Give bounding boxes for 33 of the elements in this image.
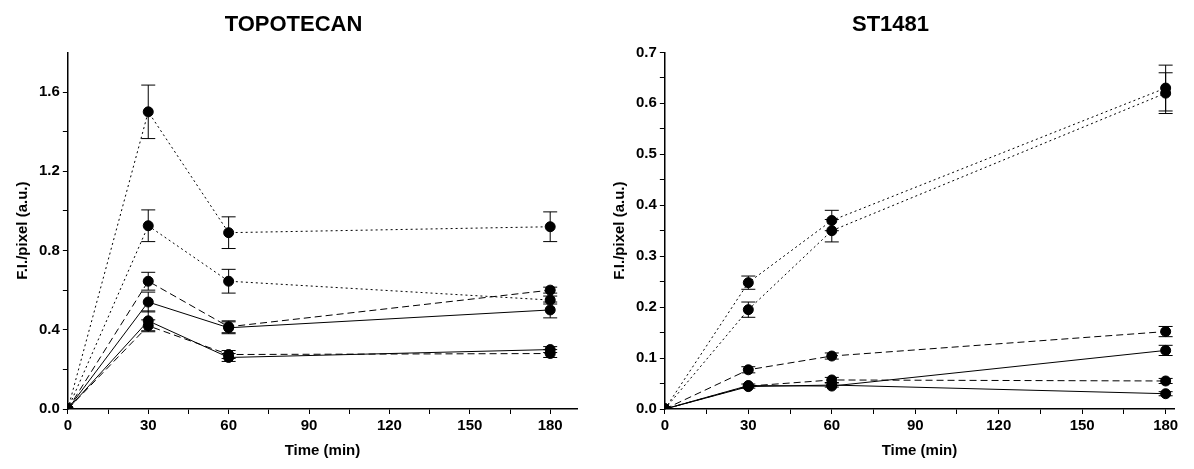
x-tick-label: 0 bbox=[660, 416, 670, 434]
y-tick-label: 0.3 bbox=[635, 246, 657, 264]
x-tick-label: 120 bbox=[986, 416, 1012, 434]
y-tick-label: 0.2 bbox=[635, 297, 657, 315]
x-tick-label: 90 bbox=[906, 416, 924, 434]
y-tick-label: 0.0 bbox=[38, 399, 60, 417]
y-axis-title: F.I./pixel (a.u.) bbox=[610, 181, 628, 280]
x-tick-label: 150 bbox=[457, 416, 483, 434]
x-tick-label: 120 bbox=[376, 416, 402, 434]
x-tick-label: 60 bbox=[220, 416, 237, 434]
x-tick-label: 0 bbox=[63, 416, 73, 434]
y-tick-label: 0.5 bbox=[635, 144, 657, 162]
chart-title: ST1481 bbox=[851, 11, 930, 37]
y-tick-label: 1.6 bbox=[38, 82, 60, 100]
chart-title: TOPOTECAN bbox=[224, 11, 363, 37]
y-tick-label: 0.4 bbox=[38, 319, 61, 337]
y-tick-label: 0.4 bbox=[635, 195, 658, 213]
x-tick-label: 30 bbox=[739, 416, 757, 434]
y-axis-title: F.I./pixel (a.u.) bbox=[13, 181, 31, 280]
x-axis-title: Time (min) bbox=[284, 441, 361, 459]
x-axis-title: Time (min) bbox=[881, 441, 958, 459]
y-tick-label: 0.0 bbox=[635, 399, 657, 417]
y-tick-label: 1.2 bbox=[38, 161, 60, 179]
x-tick-label: 60 bbox=[823, 416, 841, 434]
x-tick-label: 150 bbox=[1069, 416, 1095, 434]
x-tick-label: 180 bbox=[1153, 416, 1179, 434]
y-tick-label: 0.1 bbox=[635, 348, 657, 366]
y-tick-label: 0.6 bbox=[635, 93, 657, 111]
x-tick-label: 30 bbox=[139, 416, 157, 434]
x-tick-label: 90 bbox=[300, 416, 318, 434]
y-tick-label: 0.8 bbox=[38, 240, 60, 258]
x-tick-label: 180 bbox=[537, 416, 563, 434]
y-tick-label: 0.7 bbox=[635, 42, 657, 60]
